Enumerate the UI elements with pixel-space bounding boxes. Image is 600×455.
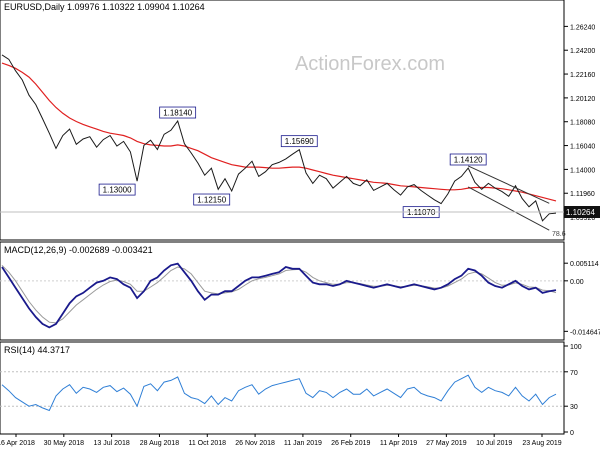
macd-series [1, 262, 557, 329]
time-tick-label: 26 Feb 2019 [331, 440, 370, 447]
macd-tick-label: 0.005114 [570, 261, 599, 268]
time-axis: 16 Apr 2018 30 May 2018 13 Jul 2018 28 Aug … [0, 434, 562, 447]
time-tick-label: 11 Apr 2019 [380, 440, 417, 447]
time-tick-label: 16 Apr 2018 [0, 440, 35, 447]
time-tick-label: 26 Nov 2018 [235, 440, 275, 447]
macd-tick-label: -0.014647 [570, 329, 600, 336]
macd-line [1, 262, 557, 329]
price-axis: 1.26240 1.24200 1.22160 1.20120 1.18080 1.160… [564, 24, 595, 222]
price-annotation-box [280, 135, 318, 148]
current-price-label: 1.10264 [566, 208, 595, 217]
price-line [1, 54, 557, 222]
price-tick-label: 1.18080 [570, 120, 595, 127]
rsi-line [1, 374, 557, 412]
price-panel [0, 0, 565, 241]
price-tick-label: 1.09920 [570, 215, 595, 222]
price-annotation-label: 1.18140 [163, 109, 192, 118]
channel-upper-line [467, 165, 550, 204]
price-series [1, 54, 557, 222]
price-panel-title: EURUSD,Daily 1.09976 1.10322 1.09904 1.1… [4, 2, 205, 12]
watermark: ActionForex.com [295, 53, 445, 75]
time-tick-label: 13 Jul 2018 [94, 440, 130, 447]
price-tick-label: 1.24200 [570, 48, 595, 55]
price-annotation-label: 1.15690 [285, 137, 314, 146]
time-tick-label: 11 Oct 2018 [188, 440, 226, 447]
channel-lines [467, 165, 550, 231]
macd-signal-series [1, 264, 557, 324]
price-annotation-box [159, 106, 197, 119]
moving-average-line [1, 62, 557, 202]
price-annotation-label: 1.12150 [197, 196, 226, 205]
price-tick-label: 1.22160 [570, 72, 595, 79]
price-annotation-box [193, 193, 231, 206]
macd-tick-label: 0.00 [570, 279, 584, 286]
price-annotation-label: 1.14120 [454, 155, 483, 164]
rsi-axis: 100 70 30 0 [564, 344, 582, 437]
price-annotation-box [98, 183, 136, 196]
channel-lower-line [467, 186, 550, 231]
moving-average-series [1, 62, 557, 202]
price-tick-label: 1.26240 [570, 24, 595, 31]
time-tick-label: 23 Aug 2019 [522, 440, 561, 447]
time-tick-label: 28 Aug 2018 [140, 440, 179, 447]
price-annotation-label: 1.11070 [407, 208, 436, 217]
macd-axis: 0.005114 0.00 -0.014647 [564, 261, 600, 336]
rsi-tick-label: 30 [570, 404, 578, 411]
rsi-panel-title: RSI(14) 44.3717 [4, 345, 70, 355]
current-price-box [564, 206, 600, 218]
price-tick-label: 1.11960 [570, 191, 595, 198]
macd-panel-title: MACD(12,26,9) -0.002689 -0.003421 [4, 245, 153, 255]
rsi-series [1, 374, 557, 412]
rsi-panel [0, 341, 565, 435]
price-annotation-label: 1.13000 [103, 186, 132, 195]
price-tick-label: 1.20120 [570, 96, 595, 103]
price-annotation-box [449, 153, 487, 166]
rsi-tick-label: 100 [570, 344, 582, 351]
fib-level-label: 78.6 [552, 231, 566, 238]
price-tick-label: 1.14000 [570, 167, 595, 174]
time-tick-label: 27 May 2019 [426, 440, 467, 447]
time-tick-label: 30 May 2018 [44, 440, 85, 447]
rsi-tick-label: 0 [570, 430, 574, 437]
time-tick-label: 11 Jan 2019 [284, 440, 322, 447]
rsi-tick-label: 70 [570, 370, 578, 377]
price-tick-label: 1.16040 [570, 144, 595, 151]
time-tick-label: 10 Jul 2019 [476, 440, 512, 447]
macd-signal-line [1, 264, 557, 324]
